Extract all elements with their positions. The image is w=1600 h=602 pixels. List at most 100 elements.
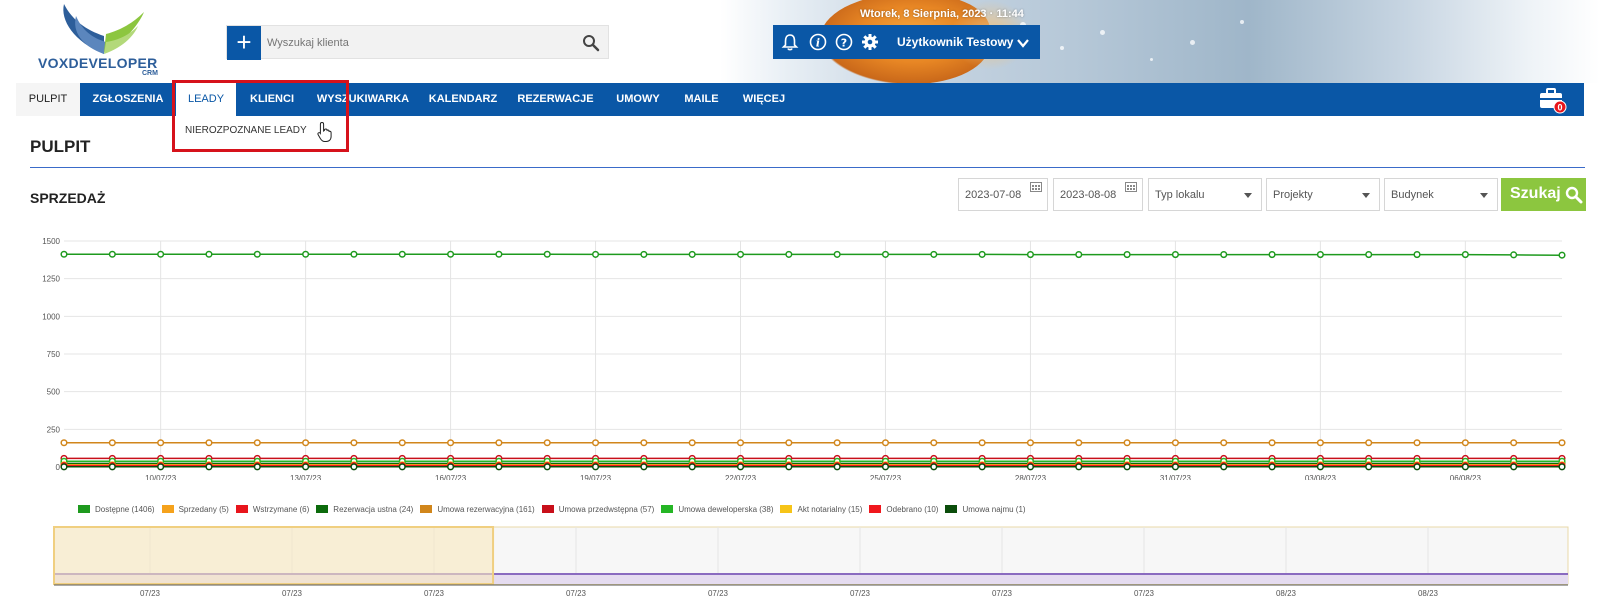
series-line-0 bbox=[64, 253, 1563, 256]
nav-item-rezerwacje[interactable]: REZERWACJE bbox=[517, 93, 594, 105]
legend-label: Sprzedany (5) bbox=[178, 505, 229, 514]
logo[interactable]: VOXDEVELOPER CRM bbox=[34, 2, 169, 78]
nav-item-wyszukiwarka[interactable]: WYSZUKIWARKA bbox=[316, 93, 410, 105]
legend-item[interactable]: Wstrzymane (6) bbox=[235, 505, 309, 514]
date-from-field[interactable]: 2023-07-08 bbox=[958, 178, 1048, 211]
data-point bbox=[108, 439, 116, 447]
data-point bbox=[1365, 251, 1373, 259]
navigator-tick-label: 08/23 bbox=[1418, 589, 1439, 598]
bubble bbox=[1100, 30, 1105, 35]
search-input[interactable] bbox=[267, 32, 567, 54]
legend-swatch bbox=[945, 505, 958, 513]
main-nav: PULPIT ZGŁOSZENIA LEADY KLIENCI WYSZUKIW… bbox=[16, 83, 1584, 116]
projekty-value: Projekty bbox=[1273, 189, 1313, 201]
nav-item-leady[interactable]: LEADY bbox=[176, 83, 236, 116]
navigator-tick-label: 07/23 bbox=[424, 589, 445, 598]
briefcase-icon[interactable]: 0 bbox=[1537, 86, 1567, 114]
data-point bbox=[495, 250, 503, 258]
logo-text: VOXDEVELOPER bbox=[38, 55, 158, 71]
navigator-tick-label: 07/23 bbox=[708, 589, 729, 598]
data-point bbox=[591, 439, 600, 447]
navigator-tick-label: 07/23 bbox=[850, 589, 871, 598]
add-client-button[interactable]: + bbox=[227, 26, 261, 60]
legend-item[interactable]: Akt notarialny (15) bbox=[780, 505, 862, 514]
y-tick-label: 0 bbox=[56, 463, 61, 472]
data-point bbox=[1220, 439, 1228, 447]
data-point bbox=[1220, 463, 1228, 471]
calendar-icon[interactable] bbox=[1125, 182, 1137, 192]
date-to-field[interactable]: 2023-08-08 bbox=[1053, 178, 1143, 211]
data-point bbox=[736, 439, 745, 447]
data-point bbox=[60, 439, 68, 447]
bubble bbox=[1190, 40, 1195, 45]
calendar-icon[interactable] bbox=[1030, 182, 1042, 192]
info-icon[interactable]: i bbox=[809, 33, 827, 51]
chart-legend: Dostępne (1406) Sprzedany (5) Wstrzymane (… bbox=[78, 505, 1033, 519]
client-search: + bbox=[226, 25, 609, 60]
highlight-box bbox=[172, 80, 349, 152]
nav-item-pulpit[interactable]: PULPIT bbox=[16, 83, 80, 116]
search-icon[interactable] bbox=[582, 34, 600, 52]
legend-label: Umowa przedwstępna (57) bbox=[558, 505, 655, 514]
legend-item[interactable]: Umowa rezerwacyjna (161) bbox=[420, 505, 535, 514]
gear-icon[interactable] bbox=[861, 33, 879, 51]
legend-item[interactable]: Umowa najmu (1) bbox=[945, 505, 1026, 514]
data-point bbox=[253, 439, 261, 447]
data-point bbox=[157, 463, 165, 471]
data-point bbox=[1268, 463, 1276, 471]
typ-lokalu-value: Typ lokalu bbox=[1155, 189, 1205, 201]
legend-item[interactable]: Sprzedany (5) bbox=[161, 505, 229, 514]
dropdown-item-nierozpoznane-leady[interactable]: NIEROZPOZNANE LEADY bbox=[185, 125, 307, 136]
data-point bbox=[978, 250, 986, 258]
data-point bbox=[1123, 439, 1131, 447]
page-title: PULPIT bbox=[30, 137, 91, 156]
budynek-select[interactable]: Budynek bbox=[1384, 178, 1498, 211]
data-point bbox=[640, 463, 648, 471]
data-point bbox=[688, 463, 696, 471]
data-point bbox=[398, 250, 406, 258]
legend-swatch bbox=[541, 505, 554, 513]
data-point bbox=[302, 439, 310, 447]
legend-label: Rezerwacja ustna (24) bbox=[333, 505, 414, 514]
data-point bbox=[833, 463, 841, 471]
legend-item[interactable]: Umowa deweloperska (38) bbox=[661, 505, 773, 514]
data-point bbox=[1026, 251, 1035, 259]
data-point bbox=[398, 439, 406, 447]
data-point bbox=[978, 439, 986, 447]
data-point bbox=[591, 463, 600, 471]
legend-item[interactable]: Odebrano (10) bbox=[869, 505, 938, 514]
data-point bbox=[447, 250, 455, 258]
legend-label: Umowa deweloperska (38) bbox=[678, 505, 774, 514]
nav-item-maile[interactable]: MAILE bbox=[684, 93, 719, 105]
bell-icon[interactable] bbox=[781, 33, 799, 51]
data-point bbox=[785, 463, 793, 471]
data-point bbox=[495, 439, 503, 447]
data-point bbox=[736, 463, 745, 471]
help-icon[interactable]: ? bbox=[835, 33, 853, 51]
chart-navigator[interactable]: 07/23 07/23 07/23 07/23 07/23 07/23 07/23 07/23… bbox=[0, 520, 1600, 602]
bubble bbox=[1150, 58, 1153, 61]
nav-item-zgloszenia[interactable]: ZGŁOSZENIA bbox=[92, 93, 164, 105]
nav-item-klienci[interactable]: KLIENCI bbox=[250, 93, 294, 105]
x-tick-label: 28/07/23 bbox=[1015, 474, 1047, 480]
data-point bbox=[1510, 439, 1518, 447]
chevron-down-icon[interactable] bbox=[1016, 36, 1030, 50]
legend-swatch bbox=[316, 505, 329, 513]
user-bar: i ? Użytkownik Testowy bbox=[773, 25, 1040, 59]
legend-item[interactable]: Dostępne (1406) bbox=[78, 505, 155, 514]
navigator-tick-label: 07/23 bbox=[566, 589, 587, 598]
nav-item-wiecej[interactable]: WIĘCEJ bbox=[742, 93, 786, 105]
legend-item[interactable]: Umowa przedwstępna (57) bbox=[541, 505, 655, 514]
data-point bbox=[60, 463, 68, 471]
current-datetime: Wtorek, 8 Sierpnia, 2023 · 11:44 bbox=[860, 8, 1024, 20]
nav-item-kalendarz[interactable]: KALENDARZ bbox=[428, 93, 498, 105]
x-tick-label: 13/07/23 bbox=[290, 474, 322, 480]
search-button[interactable]: Szukaj bbox=[1501, 178, 1586, 211]
data-point bbox=[60, 250, 68, 258]
legend-item[interactable]: Rezerwacja ustna (24) bbox=[316, 505, 413, 514]
user-name[interactable]: Użytkownik Testowy bbox=[897, 35, 1014, 49]
typ-lokalu-select[interactable]: Typ lokalu bbox=[1148, 178, 1262, 211]
projekty-select[interactable]: Projekty bbox=[1266, 178, 1380, 211]
navigator-tick-label: 07/23 bbox=[992, 589, 1013, 598]
nav-item-umowy[interactable]: UMOWY bbox=[616, 93, 660, 105]
